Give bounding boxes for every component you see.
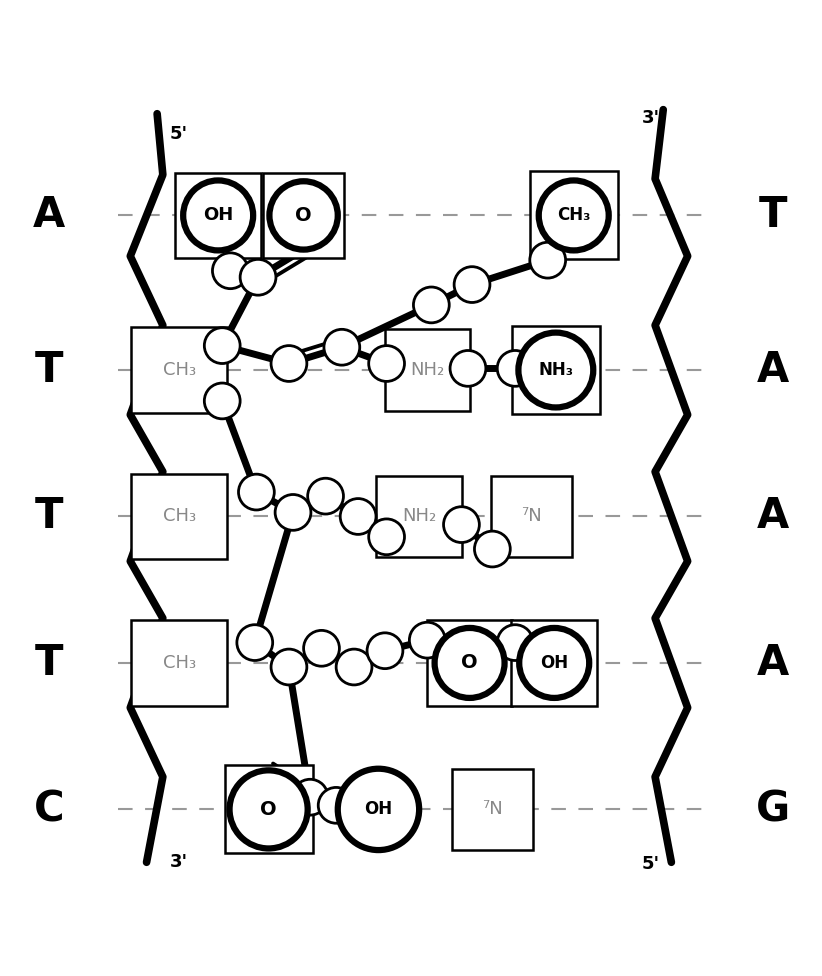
Circle shape: [318, 788, 354, 823]
Circle shape: [338, 769, 419, 850]
Text: OH: OH: [203, 206, 233, 224]
Circle shape: [450, 350, 486, 386]
Circle shape: [454, 266, 490, 303]
Circle shape: [240, 260, 276, 295]
Text: NH₂: NH₂: [410, 361, 445, 379]
Text: C: C: [34, 789, 64, 831]
Circle shape: [238, 474, 275, 510]
Circle shape: [271, 649, 307, 685]
Circle shape: [435, 628, 505, 698]
Text: O: O: [261, 800, 277, 819]
Bar: [224, 765, 312, 853]
Text: A: A: [33, 194, 65, 236]
Circle shape: [444, 507, 479, 543]
Text: CH₃: CH₃: [163, 654, 196, 671]
Text: O: O: [295, 206, 312, 224]
Bar: [376, 475, 462, 557]
Text: NH₃: NH₃: [538, 361, 573, 379]
Circle shape: [369, 519, 404, 554]
Circle shape: [307, 478, 344, 514]
Circle shape: [183, 181, 253, 251]
Circle shape: [520, 628, 589, 698]
Circle shape: [212, 253, 248, 289]
Circle shape: [369, 346, 404, 382]
Circle shape: [497, 625, 533, 661]
Bar: [131, 620, 227, 706]
Text: G: G: [756, 789, 790, 831]
Bar: [263, 173, 344, 258]
Bar: [175, 173, 261, 258]
Text: 5': 5': [642, 855, 660, 873]
Bar: [530, 172, 617, 260]
Text: ⁷N: ⁷N: [482, 800, 503, 819]
Text: T: T: [35, 496, 63, 538]
Circle shape: [303, 630, 339, 667]
Circle shape: [271, 346, 307, 382]
Circle shape: [205, 383, 240, 419]
Circle shape: [275, 495, 311, 530]
Text: CH₃: CH₃: [163, 508, 196, 525]
Text: CH₃: CH₃: [163, 361, 196, 379]
Text: ⁷N: ⁷N: [521, 508, 542, 525]
Text: A: A: [757, 496, 789, 538]
Bar: [451, 769, 533, 850]
Text: T: T: [759, 194, 787, 236]
Text: CH₃: CH₃: [557, 206, 590, 224]
Text: NH₂: NH₂: [402, 508, 436, 525]
Text: T: T: [35, 642, 63, 684]
Circle shape: [237, 625, 273, 661]
Circle shape: [413, 287, 450, 323]
Circle shape: [519, 333, 593, 407]
Text: OH: OH: [364, 800, 393, 819]
Bar: [131, 327, 227, 413]
Circle shape: [538, 181, 609, 251]
Bar: [131, 473, 227, 559]
Circle shape: [474, 531, 510, 567]
Circle shape: [409, 623, 446, 658]
Bar: [511, 620, 597, 706]
Circle shape: [229, 770, 307, 848]
Circle shape: [292, 779, 328, 815]
Circle shape: [530, 242, 566, 278]
Text: 3': 3': [170, 853, 188, 872]
Text: 3': 3': [642, 108, 660, 127]
Text: OH: OH: [540, 654, 568, 671]
Text: 5': 5': [170, 125, 188, 143]
Bar: [512, 326, 600, 414]
Bar: [385, 329, 470, 411]
Circle shape: [340, 499, 376, 535]
Circle shape: [270, 182, 338, 250]
Bar: [427, 620, 512, 706]
Circle shape: [367, 632, 403, 669]
Circle shape: [497, 350, 533, 386]
Text: A: A: [757, 642, 789, 684]
Circle shape: [336, 649, 372, 685]
Circle shape: [205, 328, 240, 363]
Circle shape: [324, 329, 360, 365]
Bar: [491, 475, 572, 557]
Text: T: T: [35, 349, 63, 391]
Text: O: O: [461, 654, 478, 672]
Text: A: A: [757, 349, 789, 391]
